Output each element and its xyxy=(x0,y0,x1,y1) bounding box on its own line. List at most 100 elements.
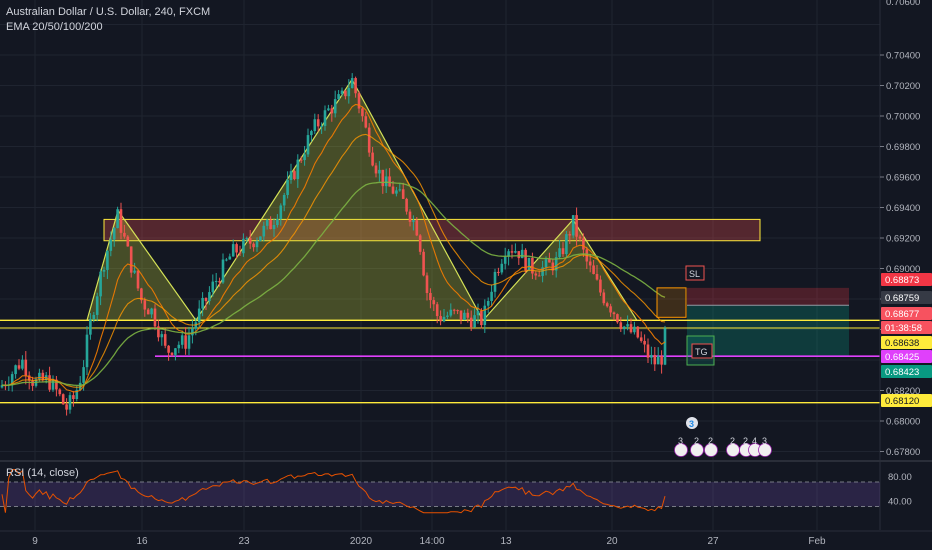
candle-body xyxy=(449,309,453,316)
candle-body xyxy=(119,209,123,233)
candle-body xyxy=(174,348,177,355)
symbol-title[interactable]: Australian Dollar / U.S. Dollar, 240, FX… xyxy=(6,6,211,18)
candle-body xyxy=(194,322,198,329)
event-count: 3 xyxy=(762,436,767,446)
candle-body xyxy=(252,243,255,248)
candle-body xyxy=(75,389,79,400)
candle-body xyxy=(568,234,572,236)
candle-body xyxy=(350,78,354,89)
candle-body xyxy=(238,252,242,254)
candle-body xyxy=(340,90,344,95)
candle-body xyxy=(65,404,68,410)
candle-body xyxy=(527,257,531,271)
candle-body xyxy=(99,271,102,297)
candle-body xyxy=(429,292,432,301)
candle-body xyxy=(493,271,497,292)
candle-body xyxy=(136,270,140,289)
candle-body xyxy=(541,267,544,276)
candle-body xyxy=(204,297,208,302)
candle-body xyxy=(622,326,626,329)
candle-body xyxy=(143,300,147,310)
candle-body xyxy=(51,379,55,390)
rsi-label[interactable]: RSI (14, close) xyxy=(6,467,79,479)
candle-body xyxy=(163,334,167,346)
candle-body xyxy=(599,279,602,293)
indicator-label[interactable]: EMA 20/50/100/200 xyxy=(6,21,103,33)
candle-body xyxy=(418,235,422,252)
candle-body xyxy=(381,169,385,187)
price-tick-label: 0.69800 xyxy=(886,142,920,153)
candle-body xyxy=(242,238,245,254)
price-badge xyxy=(881,350,932,363)
candle-body xyxy=(214,281,218,283)
candle-body xyxy=(605,303,609,307)
event-count: 2 xyxy=(708,436,713,446)
candle-body xyxy=(639,337,643,341)
price-badge-label: 0.68425 xyxy=(885,352,919,363)
price-tick-label: 0.70200 xyxy=(886,81,920,92)
time-tick-label: 14:00 xyxy=(419,536,444,547)
candle-body xyxy=(191,328,194,336)
candle-body xyxy=(483,305,487,326)
candle-body xyxy=(456,310,459,312)
entry-highlight-box xyxy=(656,287,687,318)
candle-body xyxy=(10,374,14,385)
candle-body xyxy=(650,354,653,358)
price-badge-label: 0.68873 xyxy=(885,275,919,286)
price-tick-label: 0.70000 xyxy=(886,112,920,123)
candle-body xyxy=(289,171,293,180)
tg-label: TG xyxy=(695,347,708,357)
candle-body xyxy=(31,380,34,386)
candle-body xyxy=(374,165,378,174)
event-count: 2 xyxy=(743,436,748,446)
candle-body xyxy=(296,159,300,180)
candle-body xyxy=(432,300,436,305)
candle-body xyxy=(68,395,72,410)
candle-body xyxy=(602,292,606,304)
candle-body xyxy=(112,228,116,240)
sl-label-box xyxy=(685,265,705,281)
candle-body xyxy=(415,220,419,236)
candle-body xyxy=(646,344,650,358)
price-badge-label: 0.68120 xyxy=(885,396,919,407)
candle-body xyxy=(14,365,17,375)
candle-body xyxy=(157,326,160,338)
candle-body xyxy=(582,238,585,250)
candle-body xyxy=(102,269,106,272)
candle-body xyxy=(255,241,259,248)
price-badge-label: 0.68759 xyxy=(885,293,919,304)
candle-body xyxy=(92,314,96,319)
candle-body xyxy=(663,328,667,365)
candle-body xyxy=(537,275,541,277)
candle-body xyxy=(41,372,45,381)
candle-body xyxy=(500,263,504,273)
candle-body xyxy=(248,238,252,244)
candle-body xyxy=(313,119,317,132)
event-flag xyxy=(758,443,772,457)
candle-body xyxy=(653,354,657,365)
candle-body xyxy=(425,275,429,293)
candle-body xyxy=(126,236,130,247)
price-badge-label: 0.68677 xyxy=(885,309,919,320)
candle-body xyxy=(337,94,340,100)
candle-body xyxy=(231,244,235,257)
price-badge xyxy=(881,365,932,378)
candle-body xyxy=(619,322,623,329)
candle-body xyxy=(269,219,272,230)
candle-body xyxy=(578,236,582,239)
candle-body xyxy=(626,324,629,327)
candle-body xyxy=(259,236,262,242)
event-flag xyxy=(704,443,718,457)
candle-body xyxy=(327,108,330,111)
candle-body xyxy=(531,257,534,274)
time-tick-label: 20 xyxy=(606,536,618,547)
candle-body xyxy=(187,335,191,349)
candle-body xyxy=(85,334,89,368)
candle-body xyxy=(551,262,555,271)
candle-body xyxy=(276,219,279,225)
candle-body xyxy=(480,310,483,326)
candle-body xyxy=(265,219,269,226)
time-tick-label: 16 xyxy=(136,536,148,547)
